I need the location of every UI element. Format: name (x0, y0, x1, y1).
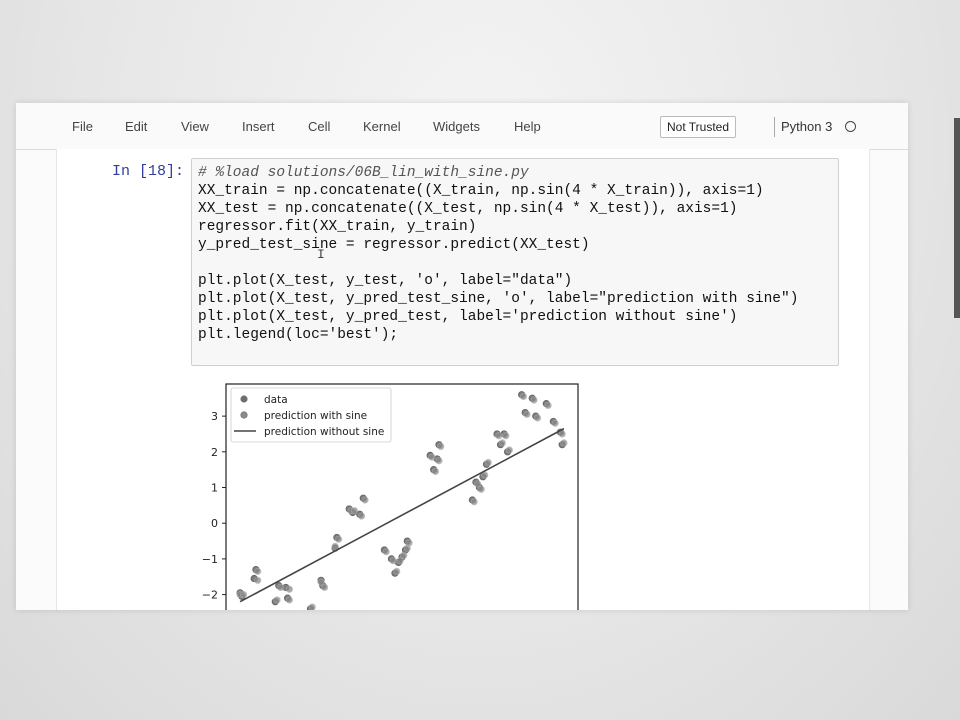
sine-prediction-point (505, 446, 513, 454)
code-line-6: plt.plot(X_test, y_test, 'o', label="dat… (198, 273, 573, 289)
menu-file[interactable]: File (72, 119, 93, 134)
menu-insert[interactable]: Insert (242, 119, 275, 134)
sine-prediction-point (523, 410, 531, 418)
sine-prediction-point (495, 432, 503, 440)
code-line-8: plt.plot(X_test, y_pred_test, label='pre… (198, 309, 738, 325)
code-line-2: XX_test = np.concatenate((X_test, np.sin… (198, 201, 738, 217)
cell-prompt: In [18]: (112, 163, 185, 180)
sine-prediction-point (551, 419, 559, 427)
code-cell-input[interactable]: # %load solutions/06B_lin_with_sine.py X… (191, 158, 839, 366)
sine-prediction-point (361, 496, 369, 504)
sine-prediction-point (317, 578, 325, 586)
sine-prediction-point (396, 557, 404, 565)
sine-prediction-point (276, 583, 285, 592)
kernel-idle-icon (845, 121, 856, 132)
prediction-without-sine-line (239, 427, 565, 603)
y-tick-label: 3 (211, 410, 218, 423)
legend-label: prediction with sine (264, 410, 367, 422)
code-line-7: plt.plot(X_test, y_pred_test_sine, 'o', … (198, 291, 799, 307)
y-tick-label: 2 (211, 446, 218, 459)
sine-prediction-point (558, 430, 566, 438)
kernel-separator (774, 117, 775, 137)
sine-prediction-point (498, 439, 506, 447)
sine-prediction-point (533, 414, 542, 422)
kernel-name[interactable]: Python 3 (781, 119, 833, 134)
sine-prediction-point (285, 596, 293, 604)
menu-edit[interactable]: Edit (125, 119, 148, 134)
scrollbar[interactable] (954, 118, 960, 318)
y-tick-label: 1 (211, 482, 218, 495)
notebook-window: File Edit View Insert Cell Kernel Widget… (16, 103, 908, 610)
scatter-chart: 3 2 1 0 −1 −2 data prediction with sine predict… (202, 383, 579, 610)
legend-marker (240, 411, 248, 419)
menu-cell[interactable]: Cell (308, 119, 331, 134)
sine-prediction-point (405, 539, 413, 547)
y-tick-label: −2 (202, 589, 218, 602)
menu-bar: File Edit View Insert Cell Kernel Widget… (16, 103, 908, 150)
code-line-1: XX_train = np.concatenate((X_train, np.s… (198, 183, 764, 199)
sine-prediction-point (357, 512, 366, 520)
sine-prediction-point (285, 585, 293, 593)
sine-prediction-point (431, 467, 440, 476)
legend-label: prediction without sine (264, 426, 384, 438)
sine-prediction-point (530, 396, 538, 404)
code-line-4: y_pred_test_sine = regressor.predict(XX_… (198, 237, 590, 253)
sine-prediction-point (519, 392, 528, 401)
code-line-9: plt.legend(loc='best'); (198, 327, 399, 343)
sine-prediction-point (435, 457, 443, 465)
y-tick-label: 0 (211, 517, 218, 530)
chart-legend: data prediction with sine prediction witho… (230, 387, 392, 443)
sine-prediction-point (254, 567, 262, 575)
sine-prediction-point (335, 535, 343, 543)
plot-output: 3 2 1 0 −1 −2 data prediction with sine predict… (196, 375, 616, 610)
menu-widgets[interactable]: Widgets (433, 119, 480, 134)
sine-prediction-point (308, 603, 316, 610)
sine-prediction-point (254, 576, 262, 584)
menu-view[interactable]: View (181, 119, 209, 134)
legend-label: data (264, 394, 288, 406)
legend-marker (240, 395, 248, 403)
sine-prediction-point (400, 551, 408, 559)
code-line-3: regressor.fit(XX_train, y_train) (198, 219, 477, 235)
sine-prediction-point (560, 439, 568, 447)
y-tick-label: −1 (202, 553, 218, 566)
not-trusted-button[interactable]: Not Trusted (660, 116, 737, 138)
sine-prediction-point (331, 542, 339, 550)
sine-prediction-point (239, 590, 248, 599)
sine-prediction-point (389, 557, 397, 565)
legend-box (230, 387, 392, 443)
sine-prediction-point (544, 401, 552, 410)
sine-prediction-point (350, 507, 359, 515)
sine-prediction-point (320, 583, 329, 592)
sine-prediction-point (437, 442, 445, 451)
sine-prediction-point (484, 458, 492, 467)
sine-prediction-point (382, 548, 390, 556)
sine-prediction-point (393, 567, 401, 575)
sine-prediction-point (477, 485, 485, 493)
sine-prediction-point (474, 480, 482, 488)
menu-kernel[interactable]: Kernel (363, 119, 401, 134)
sine-prediction-point (273, 596, 281, 604)
sine-prediction-point (428, 453, 436, 461)
menu-help[interactable]: Help (514, 119, 541, 134)
sine-prediction-point (470, 498, 478, 506)
code-comment-line: # %load solutions/06B_lin_with_sine.py (198, 165, 529, 181)
sine-prediction-point (502, 432, 510, 440)
text-cursor-icon: I (317, 247, 325, 262)
